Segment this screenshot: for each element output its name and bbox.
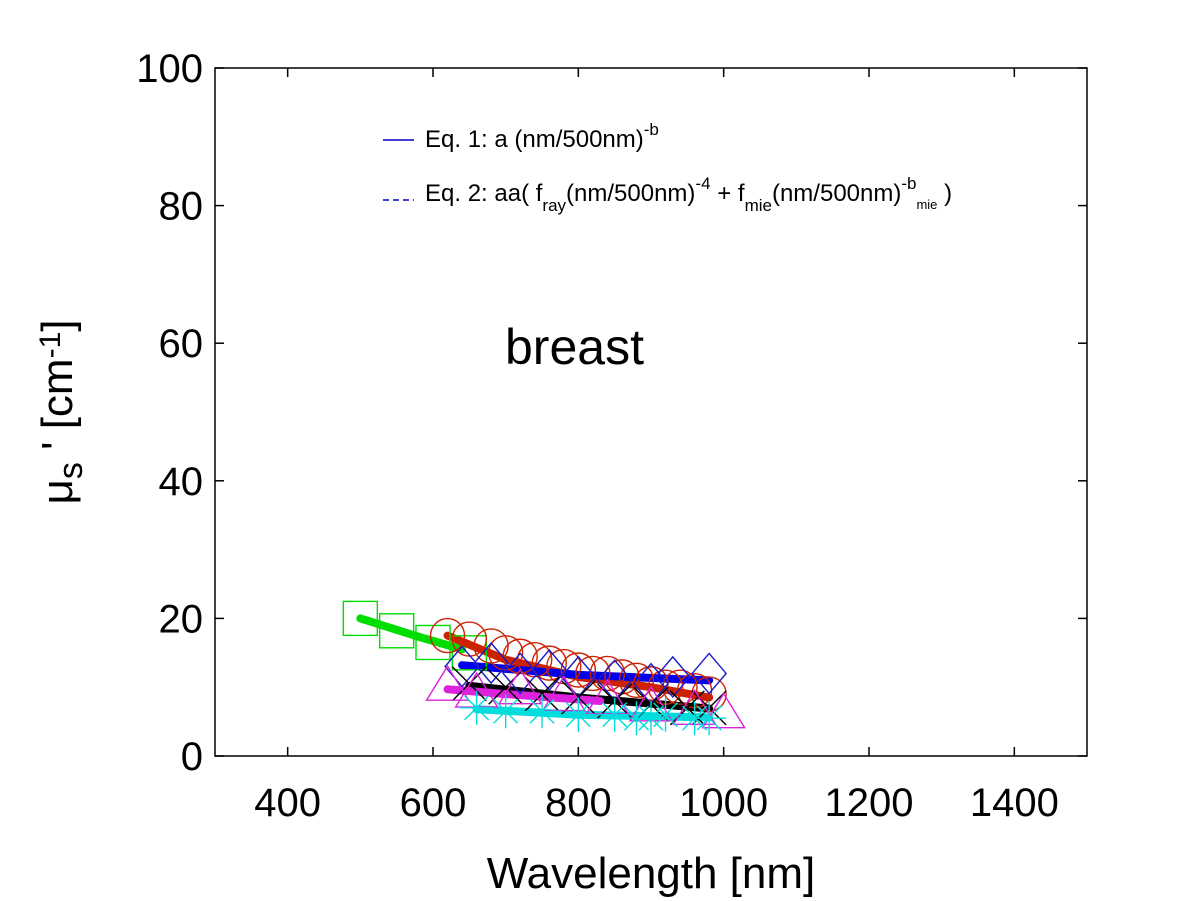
circle-marker xyxy=(429,617,466,654)
star-marker-stroke xyxy=(696,705,722,731)
y-tick-label: 80 xyxy=(159,185,204,229)
star-marker xyxy=(597,697,632,732)
x-marker xyxy=(524,676,560,712)
circle-marker xyxy=(618,662,655,699)
square-marker xyxy=(342,600,379,637)
circle-marker xyxy=(589,655,626,692)
square-marker xyxy=(451,635,488,671)
diamond-marker xyxy=(444,645,480,688)
x-tick-label: 800 xyxy=(545,781,612,825)
star-marker-stroke xyxy=(565,702,591,728)
legend-text-part: + f xyxy=(711,180,745,207)
diamond-marker xyxy=(654,655,691,698)
y-tick-label: 40 xyxy=(159,460,204,504)
triangle-marker xyxy=(425,664,470,701)
triangle-marker xyxy=(541,675,587,712)
star-marker-stroke xyxy=(464,695,490,721)
star-marker-stroke xyxy=(602,702,628,728)
legend-text-part: ) xyxy=(937,180,952,207)
legend-text-part: -b xyxy=(901,174,916,193)
triangle-marker xyxy=(585,678,630,715)
y-tick-label: 100 xyxy=(136,47,203,91)
y-tick-label: 20 xyxy=(159,597,204,641)
annotation-label: breast xyxy=(505,319,644,375)
y-tick-label: 0 xyxy=(181,735,203,779)
y-axis-label: μs ' [cm-1] xyxy=(33,319,90,504)
legend-text-part: ray xyxy=(542,196,566,215)
star-marker xyxy=(692,701,727,736)
legend-text-part: Eq. 2: aa( f xyxy=(425,180,543,207)
legend-text-part: (nm/500nm) xyxy=(772,180,901,207)
axes-box xyxy=(214,67,1088,757)
star-marker-stroke xyxy=(493,698,519,724)
y-label-part: ] xyxy=(33,319,82,331)
x-marker-stroke xyxy=(560,680,596,716)
legend-text-part: Eq. 1: a (nm/500nm) xyxy=(425,126,644,153)
legend-text-part: -b xyxy=(644,120,659,139)
star-marker-stroke xyxy=(653,702,679,728)
star-marker xyxy=(561,697,596,732)
x-tick-label: 600 xyxy=(400,781,467,825)
legend-text-part: -4 xyxy=(695,174,710,193)
x-marker-stroke xyxy=(524,676,560,712)
tick-labels: 400 600 800 1000 1200 1400 0 20 40 60 80 100 xyxy=(136,47,1059,825)
circle-marker xyxy=(560,652,597,688)
legend: Eq. 1: a (nm/500nm)-bEq. 2: aa( fray(nm/… xyxy=(383,120,952,215)
data-markers xyxy=(342,600,746,736)
y-label-part: -1 xyxy=(34,332,67,359)
legend-text-part: mie xyxy=(745,196,772,215)
star-marker-stroke xyxy=(638,705,664,731)
x-tick-label: 1200 xyxy=(825,781,914,825)
x-tick-label: 1000 xyxy=(679,781,768,825)
legend-entry-2: Eq. 2: aa( fray(nm/500nm)-4 + fmie(nm/50… xyxy=(425,174,952,215)
legend-text-part: (nm/500nm) xyxy=(566,180,695,207)
y-tick-label: 60 xyxy=(159,322,204,366)
diamond-marker xyxy=(502,652,539,695)
y-label-part: μ xyxy=(33,479,82,504)
circle-marker xyxy=(575,655,611,692)
diamond-marker xyxy=(691,652,728,695)
axis-ticks xyxy=(215,67,1087,757)
triangle-marker xyxy=(497,668,543,705)
star-marker xyxy=(648,697,683,732)
star-marker xyxy=(459,690,494,725)
star-marker xyxy=(525,694,559,729)
square-marker xyxy=(378,613,415,649)
square-marker xyxy=(415,624,451,661)
legend-entry-1: Eq. 1: a (nm/500nm)-b xyxy=(425,120,659,153)
circle-marker xyxy=(662,669,698,705)
diamond-marker xyxy=(473,642,510,685)
y-label-part: s xyxy=(52,462,90,479)
star-marker xyxy=(488,694,523,729)
circle-marker xyxy=(473,628,509,664)
diamond-marker xyxy=(531,648,568,692)
triangle-marker xyxy=(701,692,746,729)
x-tick-label: 400 xyxy=(254,781,321,825)
x-axis-label: Wavelength [nm] xyxy=(487,849,816,898)
y-label-part: ' [cm xyxy=(33,358,82,462)
star-marker-stroke xyxy=(529,698,555,724)
circle-marker xyxy=(531,645,567,681)
x-tick-label: 1400 xyxy=(970,781,1059,825)
fit-line xyxy=(356,614,467,654)
legend-text-part: mie xyxy=(916,197,937,212)
